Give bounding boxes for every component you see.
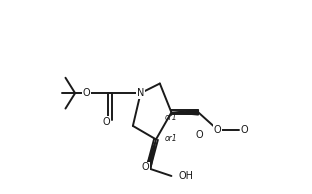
Text: or1: or1 <box>165 134 177 143</box>
Text: or1: or1 <box>165 113 177 122</box>
Text: O: O <box>214 125 222 135</box>
Polygon shape <box>146 139 156 169</box>
Text: O: O <box>196 130 203 139</box>
Text: O: O <box>241 125 248 135</box>
Text: OH: OH <box>178 171 193 181</box>
Text: O: O <box>102 117 110 127</box>
Text: O: O <box>142 162 149 172</box>
Polygon shape <box>171 110 198 115</box>
Text: O: O <box>83 88 90 98</box>
Text: N: N <box>137 88 144 98</box>
